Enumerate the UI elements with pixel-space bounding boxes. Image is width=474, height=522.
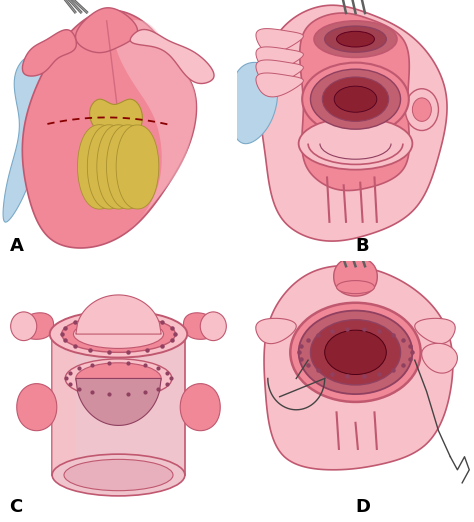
- Ellipse shape: [405, 89, 438, 130]
- Polygon shape: [259, 5, 447, 241]
- Polygon shape: [76, 295, 161, 334]
- Ellipse shape: [299, 117, 412, 170]
- Ellipse shape: [64, 459, 173, 491]
- Ellipse shape: [322, 77, 389, 122]
- Ellipse shape: [325, 330, 386, 375]
- Polygon shape: [256, 47, 303, 71]
- Ellipse shape: [50, 311, 187, 358]
- Polygon shape: [256, 73, 303, 97]
- Text: D: D: [356, 497, 371, 516]
- Polygon shape: [180, 384, 220, 431]
- Circle shape: [10, 312, 37, 341]
- Ellipse shape: [299, 311, 412, 394]
- Ellipse shape: [302, 63, 409, 136]
- Ellipse shape: [412, 98, 431, 122]
- Polygon shape: [87, 125, 131, 209]
- Ellipse shape: [310, 69, 401, 129]
- Ellipse shape: [314, 21, 397, 57]
- Polygon shape: [52, 334, 76, 475]
- Polygon shape: [256, 60, 303, 84]
- Ellipse shape: [310, 319, 401, 385]
- Polygon shape: [75, 8, 137, 53]
- Text: A: A: [9, 236, 23, 255]
- Polygon shape: [3, 57, 43, 222]
- Ellipse shape: [76, 363, 161, 394]
- Polygon shape: [107, 125, 149, 209]
- Polygon shape: [415, 318, 455, 343]
- Polygon shape: [116, 125, 159, 209]
- Ellipse shape: [290, 303, 421, 402]
- Ellipse shape: [325, 26, 386, 52]
- Polygon shape: [97, 125, 140, 209]
- Polygon shape: [17, 384, 57, 431]
- Polygon shape: [22, 313, 54, 339]
- Polygon shape: [76, 378, 161, 425]
- Polygon shape: [130, 30, 214, 84]
- Polygon shape: [300, 13, 410, 191]
- Ellipse shape: [65, 359, 172, 398]
- Ellipse shape: [73, 319, 164, 349]
- Text: B: B: [356, 236, 369, 255]
- Polygon shape: [334, 257, 377, 296]
- Polygon shape: [22, 30, 76, 76]
- Text: C: C: [9, 497, 23, 516]
- Polygon shape: [256, 29, 303, 53]
- Circle shape: [200, 312, 227, 341]
- Polygon shape: [422, 343, 457, 373]
- Polygon shape: [22, 10, 196, 248]
- Ellipse shape: [334, 86, 377, 112]
- Ellipse shape: [337, 31, 374, 47]
- Polygon shape: [256, 318, 296, 343]
- Polygon shape: [90, 99, 142, 131]
- Polygon shape: [114, 20, 196, 231]
- Polygon shape: [264, 266, 453, 470]
- Ellipse shape: [52, 454, 185, 496]
- Ellipse shape: [62, 316, 175, 352]
- Polygon shape: [52, 334, 185, 475]
- Polygon shape: [229, 63, 278, 144]
- Polygon shape: [78, 125, 121, 209]
- Polygon shape: [183, 313, 215, 339]
- Ellipse shape: [337, 281, 374, 293]
